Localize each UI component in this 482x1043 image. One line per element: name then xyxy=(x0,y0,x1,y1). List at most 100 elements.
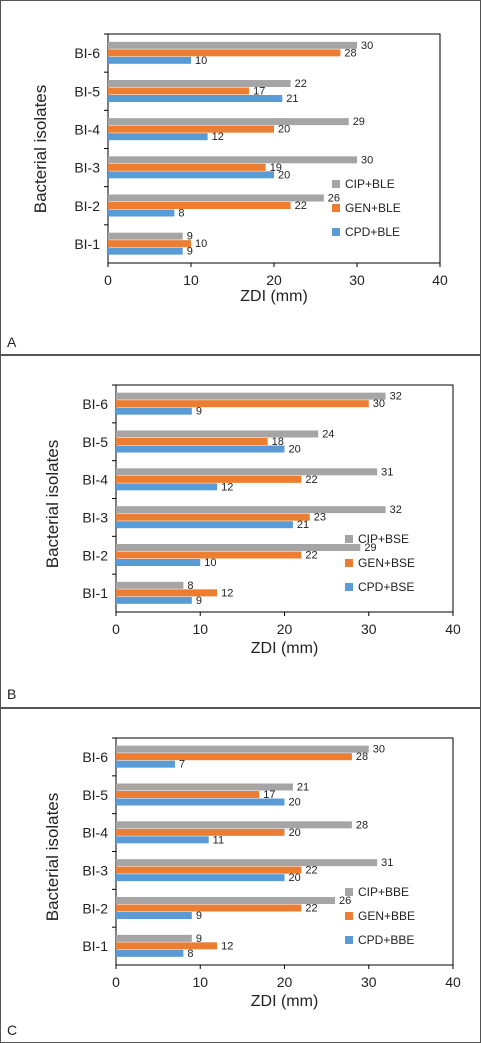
bar-b-gen-bse-bi-3 xyxy=(116,513,310,521)
bar-c-gen-bbe-bi-2 xyxy=(116,904,302,912)
chart-panel-c: 9 12 8 BI-1 26 22 9 BI-2 31 22 20 BI-3 28 20 11 BI-4 21 1… xyxy=(0,708,481,1043)
data-label-c-gen-bbe-bi-2: 22 xyxy=(305,903,317,915)
y-axis-label-b: Bacterial isolates xyxy=(43,440,62,569)
legend-label-c-cip-bbe: CIP+BBE xyxy=(358,885,409,899)
bar-a-gen-ble-bi-2 xyxy=(108,202,291,209)
x-axis-label-c: ZDI (mm) xyxy=(251,993,319,1010)
bar-b-gen-bse-bi-4 xyxy=(116,475,302,483)
data-label-a-cip-ble-bi-6: 30 xyxy=(361,40,373,52)
data-label-b-cpd-bse-bi-1: 9 xyxy=(196,595,202,607)
bar-a-cip-ble-bi-1 xyxy=(108,232,183,240)
plot-area-c xyxy=(115,737,454,966)
legend-label-a-cpd-ble: CPD+BLE xyxy=(345,225,400,239)
data-label-b-gen-bse-bi-4: 22 xyxy=(305,474,317,486)
y-tick-label-b-bi-1: BI-1 xyxy=(82,585,108,601)
data-label-a-gen-ble-bi-4: 20 xyxy=(278,124,290,136)
y-axis-label-c: Bacterial isolates xyxy=(43,793,62,922)
data-label-a-cpd-ble-bi-1: 9 xyxy=(187,246,193,258)
bar-c-cip-bbe-bi-1 xyxy=(116,934,192,942)
data-label-c-cip-bbe-bi-1: 9 xyxy=(196,933,202,945)
chart-panel-b: 8 12 9 BI-1 29 22 10 BI-2 32 23 21 BI-3 31 22 12 BI-4 24… xyxy=(0,355,481,708)
y-tick-label-c-bi-2: BI-2 xyxy=(82,900,108,916)
bar-a-cpd-ble-bi-6 xyxy=(108,56,191,64)
bar-b-cpd-bse-bi-5 xyxy=(116,445,285,453)
x-tick-label-a-20: 20 xyxy=(266,272,282,288)
data-label-b-cip-bse-bi-5: 24 xyxy=(322,429,334,441)
data-label-c-cip-bbe-bi-4: 28 xyxy=(356,819,368,831)
legend-label-b-cip-bse: CIP+BSE xyxy=(358,532,409,546)
y-tick-label-c-bi-1: BI-1 xyxy=(82,938,108,954)
y-tick-label-c-bi-5: BI-5 xyxy=(82,787,108,803)
plot-area-b xyxy=(115,384,454,613)
bar-b-cip-bse-bi-4 xyxy=(116,468,378,476)
data-label-c-cpd-bbe-bi-5: 20 xyxy=(289,797,301,809)
x-tick-label-b-10: 10 xyxy=(192,621,208,637)
bar-b-cip-bse-bi-2 xyxy=(116,544,361,551)
y-tick-label-a-bi-4: BI-4 xyxy=(74,121,100,137)
panel-label-c: C xyxy=(7,1022,18,1038)
data-label-b-gen-bse-bi-5: 18 xyxy=(272,436,284,448)
y-tick-label-b-bi-6: BI-6 xyxy=(82,396,108,412)
y-tick-label-b-bi-4: BI-4 xyxy=(82,472,108,488)
x-tick-label-a-10: 10 xyxy=(183,272,199,288)
x-axis-label-a: ZDI (mm) xyxy=(240,288,308,305)
data-label-c-gen-bbe-bi-5: 17 xyxy=(263,789,275,801)
data-label-a-cpd-ble-bi-4: 12 xyxy=(212,131,224,143)
bar-b-cip-bse-bi-6 xyxy=(116,392,386,400)
x-tick-label-a-40: 40 xyxy=(432,272,448,288)
data-label-b-gen-bse-bi-3: 23 xyxy=(314,512,326,524)
y-tick-label-c-bi-4: BI-4 xyxy=(82,825,108,841)
bar-c-cpd-bbe-bi-3 xyxy=(116,874,285,882)
data-label-b-gen-bse-bi-1: 12 xyxy=(221,587,233,599)
bar-c-gen-bbe-bi-4 xyxy=(116,828,285,836)
bar-c-cip-bbe-bi-5 xyxy=(116,783,293,791)
data-label-c-cpd-bbe-bi-1: 8 xyxy=(187,948,193,960)
bar-c-cpd-bbe-bi-1 xyxy=(116,949,184,957)
data-label-c-cip-bbe-bi-5: 21 xyxy=(297,782,309,794)
bar-c-cip-bbe-bi-6 xyxy=(116,745,369,753)
data-label-c-gen-bbe-bi-3: 22 xyxy=(305,865,317,877)
y-tick-label-a-bi-3: BI-3 xyxy=(74,160,100,176)
bar-c-gen-bbe-bi-6 xyxy=(116,753,352,761)
legend-label-c-cpd-bbe: CPD+BBE xyxy=(358,933,414,947)
y-axis-label-a: Bacterial isolates xyxy=(31,85,50,214)
legend-swatch-b-cip-bse xyxy=(345,535,353,543)
data-label-a-gen-ble-bi-2: 22 xyxy=(295,200,307,212)
data-label-c-cip-bbe-bi-3: 31 xyxy=(381,857,393,869)
x-tick-label-b-30: 30 xyxy=(361,621,377,637)
x-tick-label-c-0: 0 xyxy=(112,974,120,990)
x-tick-label-c-20: 20 xyxy=(277,974,293,990)
data-label-b-gen-bse-bi-6: 30 xyxy=(373,398,385,410)
data-label-a-cip-ble-bi-2: 26 xyxy=(328,193,340,205)
legend-label-a-cip-ble: CIP+BLE xyxy=(345,177,395,191)
legend-swatch-c-gen-bbe xyxy=(345,912,353,920)
bar-a-cpd-ble-bi-1 xyxy=(108,247,183,255)
bar-c-gen-bbe-bi-5 xyxy=(116,791,260,798)
x-tick-label-c-30: 30 xyxy=(361,974,377,990)
bar-c-cpd-bbe-bi-6 xyxy=(116,760,175,768)
bar-a-cip-ble-bi-2 xyxy=(108,194,324,202)
data-label-b-cpd-bse-bi-2: 10 xyxy=(204,557,216,569)
y-tick-label-c-bi-6: BI-6 xyxy=(82,749,108,765)
legend-label-c-gen-bbe: GEN+BBE xyxy=(358,909,415,923)
x-tick-label-b-0: 0 xyxy=(112,621,120,637)
data-label-c-cip-bbe-bi-2: 26 xyxy=(339,895,351,907)
data-label-b-cip-bse-bi-6: 32 xyxy=(390,391,402,403)
data-label-a-cip-ble-bi-3: 30 xyxy=(361,154,373,166)
data-label-b-gen-bse-bi-2: 22 xyxy=(305,550,317,562)
bar-c-gen-bbe-bi-1 xyxy=(116,942,218,950)
bar-c-cpd-bbe-bi-5 xyxy=(116,798,285,806)
bar-c-cip-bbe-bi-2 xyxy=(116,897,336,904)
data-label-b-cpd-bse-bi-5: 20 xyxy=(289,444,301,456)
legend-swatch-c-cip-bbe xyxy=(345,888,353,896)
bar-a-cip-ble-bi-5 xyxy=(108,80,291,87)
legend-swatch-b-gen-bse xyxy=(345,559,353,567)
bar-b-gen-bse-bi-2 xyxy=(116,551,302,559)
panel-label-b: B xyxy=(7,686,17,702)
bar-b-cip-bse-bi-5 xyxy=(116,430,319,438)
data-label-c-gen-bbe-bi-4: 20 xyxy=(289,827,301,839)
chart-panel-a: 9 10 9 BI-1 26 22 8 BI-2 30 19 20 BI-3 29 20 12 BI-4 22 1… xyxy=(0,0,481,355)
data-label-a-cpd-ble-bi-2: 8 xyxy=(178,208,184,220)
bar-c-cip-bbe-bi-3 xyxy=(116,859,378,867)
data-label-b-cip-bse-bi-2: 29 xyxy=(364,542,376,554)
